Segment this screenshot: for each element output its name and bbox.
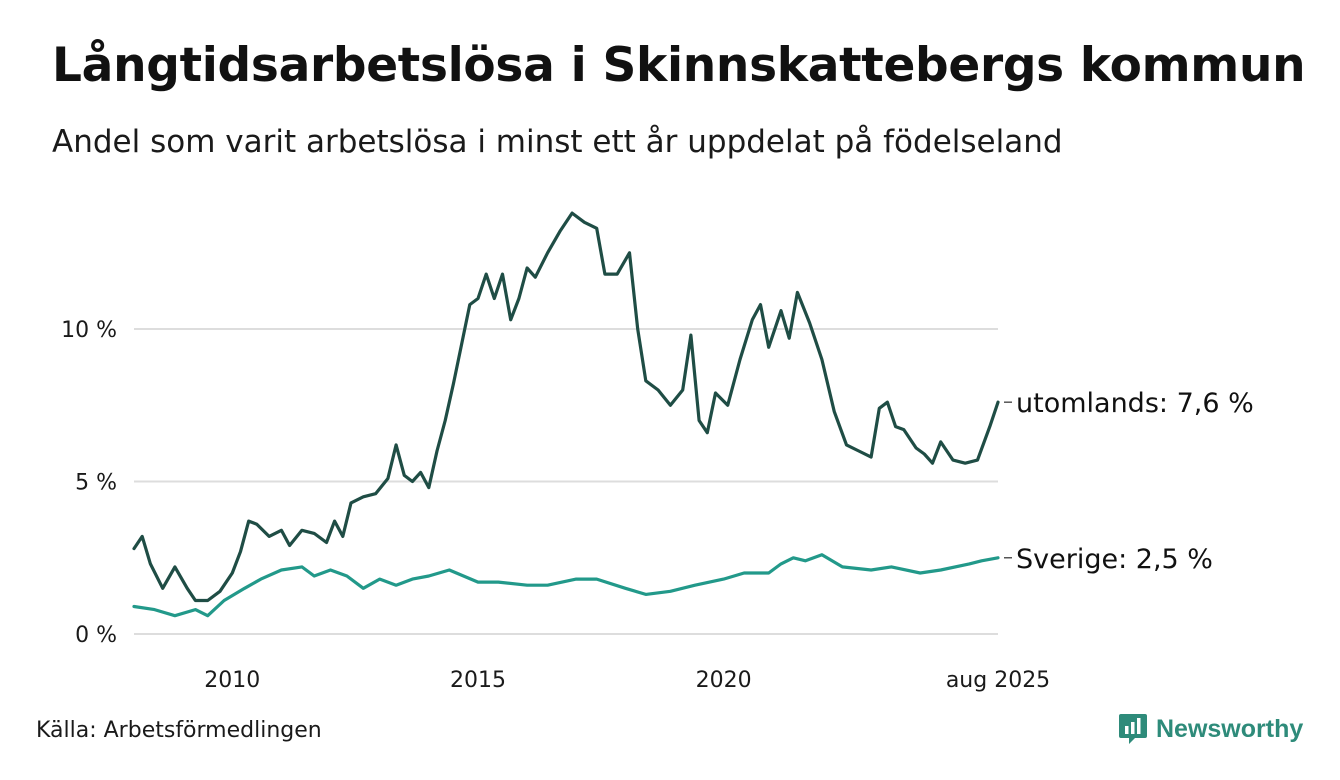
y-tick-label: 0 %	[75, 623, 117, 648]
x-tick-label: 2010	[204, 668, 260, 693]
series-end-labels: utomlands: 7,6 % Sverige: 2,5 %	[1004, 388, 1254, 575]
brand-name: Newsworthy	[1156, 714, 1304, 743]
gridlines	[134, 328, 998, 635]
series-lines	[132, 211, 1000, 618]
series-end-label: Sverige: 2,5 %	[1016, 544, 1213, 575]
x-tick-label: aug 2025	[946, 668, 1050, 693]
x-tick-label: 2020	[696, 668, 752, 693]
series-end-label: utomlands: 7,6 %	[1016, 388, 1254, 419]
brand-logo: Newsworthy	[1118, 712, 1303, 746]
series-line-utomlands	[132, 211, 1000, 603]
x-tick-label: 2015	[450, 668, 506, 693]
source-note: Källa: Arbetsförmedlingen	[36, 718, 322, 743]
y-tick-label: 5 %	[75, 471, 117, 496]
chart-subtitle: Andel som varit arbetslösa i minst ett å…	[52, 124, 1063, 160]
newsworthy-logo-icon	[1119, 714, 1147, 744]
y-tick-label: 10 %	[61, 318, 117, 343]
y-axis-ticks: 0 % 5 % 10 %	[61, 318, 117, 648]
x-axis-ticks: 2010 2015 2020 aug 2025	[204, 668, 1050, 693]
series-line-sverige	[132, 553, 1000, 618]
chart-title: Långtidsarbetslösa i Skinnskattebergs ko…	[52, 38, 1306, 93]
